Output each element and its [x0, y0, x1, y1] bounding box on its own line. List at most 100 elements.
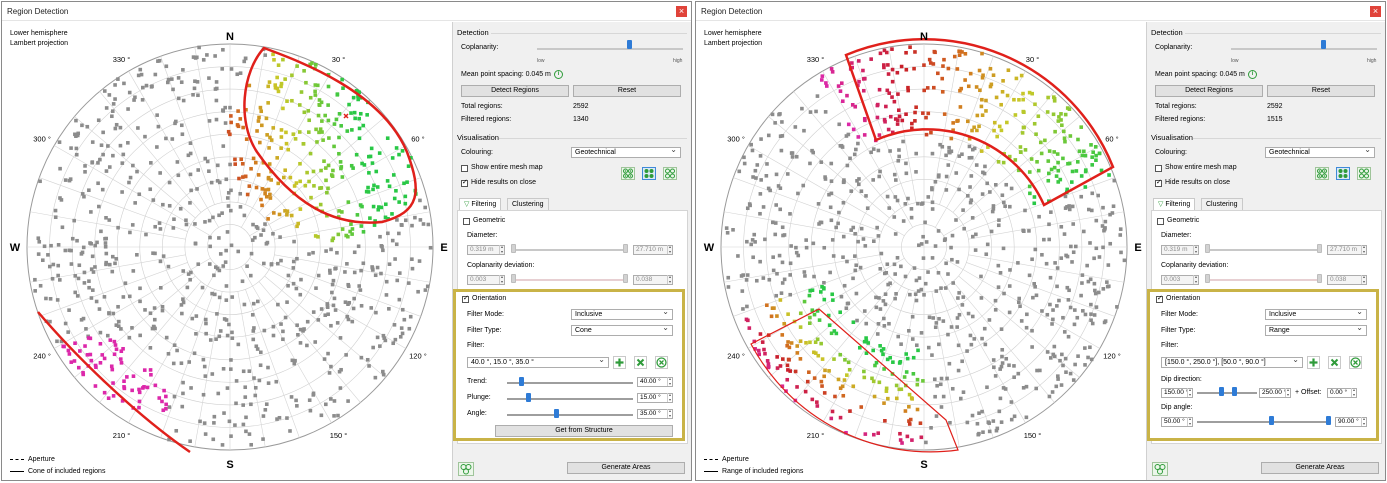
coplanarity-slider-thumb[interactable]	[627, 40, 632, 49]
info-icon[interactable]: i	[1248, 70, 1257, 79]
dip-direction-max-input[interactable]: 250.00 °	[1259, 388, 1291, 398]
filter-select[interactable]: [150.0 °, 250.0 °], [50.0 °, 90.0 °]	[1161, 355, 1303, 368]
cluster-view-icon[interactable]	[1315, 167, 1329, 180]
dip-angle-slider-track[interactable]	[1197, 421, 1329, 423]
dip-direction-min-thumb[interactable]	[1219, 387, 1224, 396]
tab-clustering[interactable]: Clustering	[1201, 198, 1243, 210]
add-filter-icon[interactable]	[1307, 356, 1320, 369]
copdev-min-input[interactable]: 0.003	[1161, 275, 1199, 285]
cluster-view-icon[interactable]	[621, 167, 635, 180]
pole-point	[406, 281, 411, 285]
tab-clustering[interactable]: Clustering	[507, 198, 549, 210]
clear-filters-icon[interactable]	[1349, 356, 1362, 369]
diameter-min-input[interactable]: 0.319 m	[467, 245, 505, 255]
pole-point	[338, 386, 343, 390]
copdev-slider-track[interactable]	[1205, 279, 1321, 281]
trend-input[interactable]: 40.00 °	[637, 377, 673, 387]
angle-slider-thumb[interactable]	[554, 409, 560, 418]
copdev-max-input[interactable]: 0.038	[1327, 275, 1367, 285]
offset-input[interactable]: 0.00 °	[1327, 388, 1357, 398]
pole-point	[58, 196, 62, 200]
coplanarity-slider-track[interactable]	[537, 48, 683, 50]
copdev-max-input[interactable]: 0.038	[633, 275, 673, 285]
detect-regions-button[interactable]: Detect Regions	[1155, 85, 1263, 97]
info-icon[interactable]: i	[554, 70, 563, 79]
diameter-slider-max-thumb[interactable]	[1317, 244, 1322, 253]
pole-point	[849, 189, 854, 193]
pole-point	[904, 370, 909, 374]
trend-slider-track[interactable]	[507, 382, 633, 384]
dip-direction-min-input[interactable]: 150.00 °	[1161, 388, 1193, 398]
colouring-select[interactable]: Geotechnical	[571, 145, 681, 158]
copdev-slider-min-thumb[interactable]	[511, 274, 516, 283]
copdev-slider-track[interactable]	[511, 279, 627, 281]
filter-mode-select[interactable]: Inclusive	[1265, 307, 1367, 320]
generate-areas-button[interactable]: Generate Areas	[567, 462, 685, 474]
pole-point	[104, 106, 109, 110]
points-view-icon[interactable]	[642, 167, 656, 180]
points-view-icon[interactable]	[1336, 167, 1350, 180]
filter-type-select[interactable]: Cone	[571, 323, 673, 336]
plunge-slider-thumb[interactable]	[526, 393, 532, 402]
diameter-slider-min-thumb[interactable]	[1205, 244, 1210, 253]
coplanarity-slider-thumb[interactable]	[1321, 40, 1326, 49]
plunge-input[interactable]: 15.00 °	[637, 393, 673, 403]
diameter-slider-track[interactable]	[1205, 249, 1321, 251]
filter-type-select[interactable]: Range	[1265, 323, 1367, 336]
close-icon[interactable]: ×	[676, 6, 687, 17]
diameter-slider-track[interactable]	[511, 249, 627, 251]
show-mesh-checkbox[interactable]	[461, 165, 468, 172]
pole-point	[324, 402, 328, 407]
get-from-structure-button[interactable]: Get from Structure	[495, 425, 673, 437]
diameter-max-input[interactable]: 27.710 m	[1327, 245, 1367, 255]
copdev-min-input[interactable]: 0.003	[467, 275, 505, 285]
colouring-select[interactable]: Geotechnical	[1265, 145, 1375, 158]
filter-mode-select[interactable]: Inclusive	[571, 307, 673, 320]
orientation-checkbox[interactable]	[1156, 294, 1163, 303]
diameter-slider-max-thumb[interactable]	[623, 244, 628, 253]
clear-filters-icon[interactable]	[655, 356, 668, 369]
hide-results-checkbox[interactable]	[1155, 178, 1162, 187]
close-icon[interactable]: ×	[1370, 6, 1381, 17]
outline-view-icon[interactable]	[1357, 167, 1371, 180]
geometric-checkbox[interactable]	[463, 218, 470, 225]
diameter-slider-min-thumb[interactable]	[511, 244, 516, 253]
dip-angle-max-input[interactable]: 90.00 °	[1335, 417, 1367, 427]
stereonet-plot: N S E W 330 ° 30 ° 300 ° 60 ° 240 ° 120 ° 210 ° 150…	[696, 22, 1146, 480]
dip-angle-min-thumb[interactable]	[1269, 416, 1274, 425]
add-filter-icon[interactable]	[613, 356, 626, 369]
geometric-checkbox[interactable]	[1157, 218, 1164, 225]
detect-regions-button[interactable]: Detect Regions	[461, 85, 569, 97]
reset-button[interactable]: Reset	[1267, 85, 1375, 97]
generate-areas-button[interactable]: Generate Areas	[1261, 462, 1379, 474]
plunge-slider-track[interactable]	[507, 398, 633, 400]
pole-point	[271, 126, 276, 130]
angle-slider-track[interactable]	[507, 414, 633, 416]
copdev-slider-min-thumb[interactable]	[1205, 274, 1210, 283]
regions-map-icon[interactable]	[458, 462, 474, 476]
filter-select[interactable]: 40.0 °, 15.0 °, 35.0 °	[467, 355, 609, 368]
coplanarity-slider-track[interactable]	[1231, 48, 1377, 50]
outline-view-icon[interactable]	[663, 167, 677, 180]
tab-filtering[interactable]: ▽ Filtering	[1153, 198, 1196, 210]
reset-button[interactable]: Reset	[573, 85, 681, 97]
trend-slider-thumb[interactable]	[518, 377, 524, 386]
copdev-slider-max-thumb[interactable]	[623, 274, 628, 283]
azimuth-line	[793, 281, 896, 403]
tab-filtering[interactable]: ▽ Filtering	[459, 198, 502, 210]
diameter-max-input[interactable]: 27.710 m	[633, 245, 673, 255]
hide-results-checkbox[interactable]	[461, 178, 468, 187]
pole-point	[319, 186, 324, 190]
dip-angle-max-thumb[interactable]	[1326, 416, 1331, 425]
dip-angle-min-input[interactable]: 50.00 °	[1161, 417, 1193, 427]
show-mesh-checkbox[interactable]	[1155, 165, 1162, 172]
orientation-checkbox[interactable]	[462, 294, 469, 303]
angle-input[interactable]: 35.00 °	[637, 409, 673, 419]
regions-map-icon[interactable]	[1152, 462, 1168, 476]
dip-direction-slider-track[interactable]	[1197, 392, 1257, 394]
dip-direction-max-thumb[interactable]	[1232, 387, 1237, 396]
diameter-min-input[interactable]: 0.319 m	[1161, 245, 1199, 255]
copdev-slider-max-thumb[interactable]	[1317, 274, 1322, 283]
remove-filter-icon[interactable]	[634, 356, 647, 369]
remove-filter-icon[interactable]	[1328, 356, 1341, 369]
